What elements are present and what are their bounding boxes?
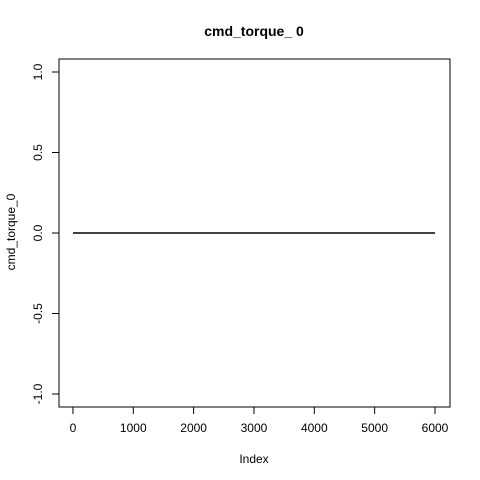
y-tick-label: -0.5 [31,303,45,324]
x-tick-label: 5000 [361,421,388,435]
x-axis: 0 1000 2000 3000 4000 5000 6000 [70,406,449,435]
y-tick-label: 1.0 [31,63,45,80]
x-axis-label: Index [239,452,268,466]
x-tick-label: 3000 [241,421,268,435]
x-tick-label: 6000 [422,421,449,435]
x-tick-label: 1000 [120,421,147,435]
y-tick-label: 0.0 [31,224,45,241]
y-axis: -1.0 -0.5 0.0 0.5 1.0 [31,63,60,404]
y-axis-label: cmd_torque_0 [4,193,18,270]
x-tick-label: 2000 [180,421,207,435]
y-tick-label: -1.0 [31,383,45,404]
chart-title: cmd_torque_ 0 [204,23,304,39]
x-tick-label: 0 [70,421,77,435]
y-tick-label: 0.5 [31,144,45,161]
x-tick-label: 4000 [301,421,328,435]
